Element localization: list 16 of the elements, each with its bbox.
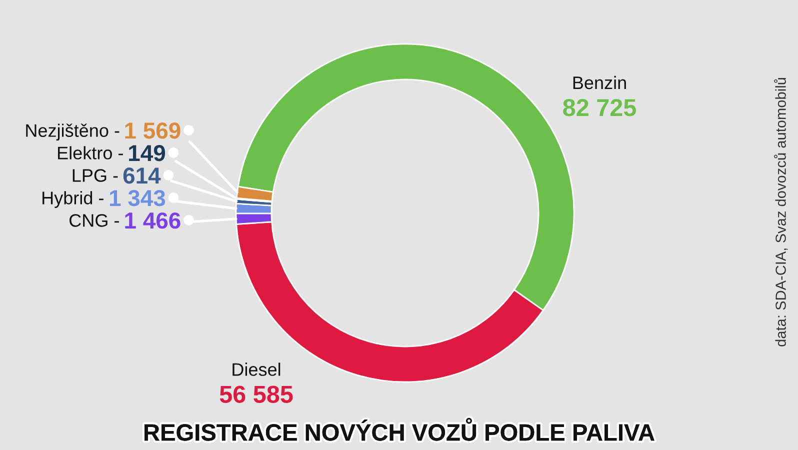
- slice-label: Elektro -: [58, 146, 123, 160]
- slice-label: Hybrid -: [42, 191, 104, 208]
- slice-label: LPG -: [72, 169, 118, 182]
- slice-label: Diesel: [232, 362, 280, 376]
- data-label: 1 569: [125, 122, 180, 139]
- data-label: 149: [129, 145, 166, 162]
- data-label: 614: [123, 167, 161, 184]
- text: REGISTRACE NOVÝCH VOZŮ PODLE PALIVA: [144, 418, 654, 441]
- data-label: 1 466: [125, 212, 180, 229]
- slice-label: CNG -: [70, 214, 119, 227]
- text: data: SDA-CIA, Svaz dovozců automobilů: [774, 78, 788, 346]
- slice-label: Benzin: [573, 76, 626, 90]
- data-label: 1 343: [110, 190, 166, 206]
- data-label: 56 585: [220, 386, 293, 403]
- slice-label: Nezjištěno -: [26, 124, 120, 141]
- data-label: 82 725: [563, 99, 636, 116]
